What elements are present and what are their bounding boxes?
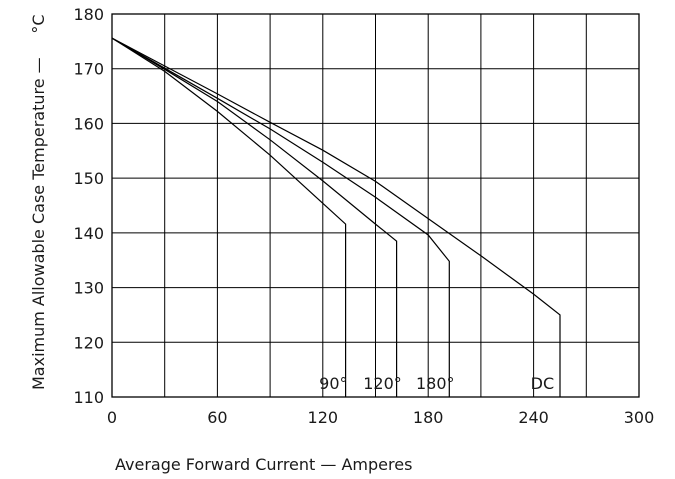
y-tick-label: 180: [73, 5, 104, 24]
y-axis-unit: °C: [29, 14, 48, 33]
series-label: DC: [531, 374, 555, 393]
y-tick-label: 170: [73, 60, 104, 79]
series-label: 180°: [416, 374, 455, 393]
x-tick-label: 240: [518, 408, 549, 427]
y-tick-label: 150: [73, 169, 104, 188]
series-line: [111, 37, 347, 397]
x-tick-label: 120: [308, 408, 339, 427]
y-tick-label: 160: [73, 114, 104, 133]
grid: [112, 14, 639, 397]
series-labels: 90° 120° 180° DC: [319, 374, 554, 393]
series-group: [111, 37, 561, 397]
series-label: 120°: [363, 374, 402, 393]
plot-frame: [111, 13, 640, 398]
series-line: [111, 37, 450, 397]
y-tick-label: 110: [73, 388, 104, 407]
y-tick-label: 130: [73, 279, 104, 298]
y-tick-label: 120: [73, 333, 104, 352]
x-tick-label: 60: [207, 408, 227, 427]
y-axis-label: Maximum Allowable Case Temperature —: [29, 57, 48, 390]
x-axis-label: Average Forward Current — Amperes: [115, 455, 412, 474]
y-tick-label: 140: [73, 224, 104, 243]
tick-labels: 0 60 120 180 240 300 110 120 130 140 150 160 170 180: [73, 5, 654, 427]
x-tick-label: 0: [107, 408, 117, 427]
x-tick-label: 180: [413, 408, 444, 427]
series-line: [111, 37, 398, 397]
series-label: 90°: [319, 374, 347, 393]
x-tick-label: 300: [624, 408, 655, 427]
series-line: [111, 37, 561, 397]
